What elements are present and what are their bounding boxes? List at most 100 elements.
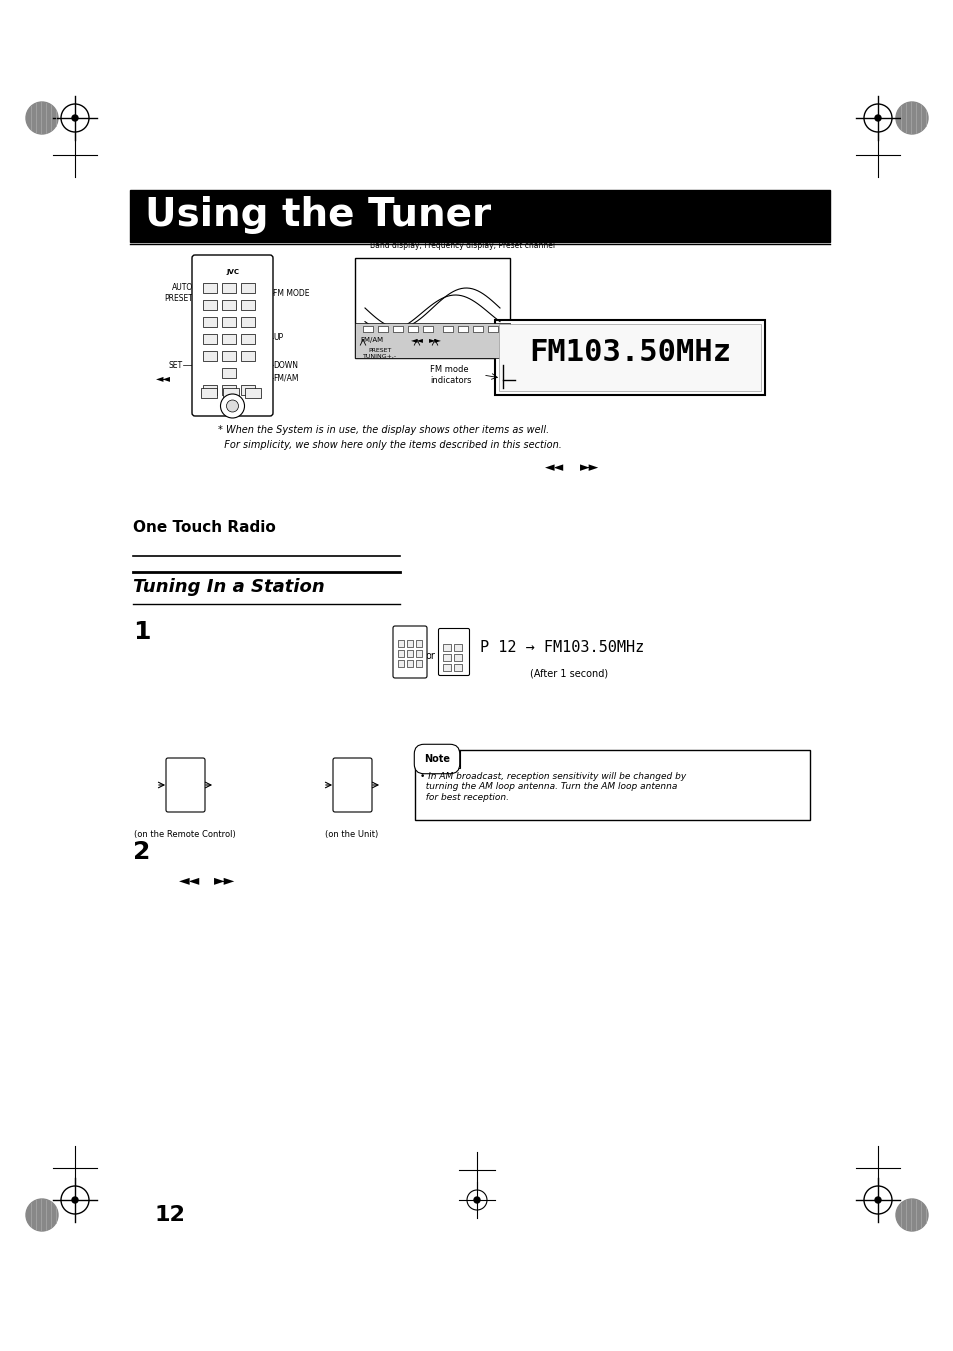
Bar xyxy=(407,650,413,657)
Text: JVC: JVC xyxy=(226,269,239,276)
Bar xyxy=(454,644,461,651)
Text: ►►: ►► xyxy=(428,335,441,345)
Bar xyxy=(416,650,421,657)
Bar xyxy=(355,258,510,358)
Text: AUTO
PRESET: AUTO PRESET xyxy=(164,284,193,303)
Text: One Touch Radio: One Touch Radio xyxy=(132,520,275,535)
Text: ◄◄: ◄◄ xyxy=(155,373,171,382)
Bar xyxy=(454,654,461,661)
Bar xyxy=(415,750,459,767)
Bar xyxy=(442,644,451,651)
Bar xyxy=(241,351,254,361)
Text: SET: SET xyxy=(169,361,183,370)
Bar xyxy=(407,640,413,647)
Bar xyxy=(222,367,235,378)
Bar xyxy=(222,334,235,345)
FancyBboxPatch shape xyxy=(333,758,372,812)
FancyBboxPatch shape xyxy=(393,626,427,678)
FancyBboxPatch shape xyxy=(192,255,273,416)
Bar xyxy=(245,388,261,399)
Text: ►►: ►► xyxy=(579,462,599,474)
Circle shape xyxy=(874,115,880,122)
Text: or: or xyxy=(425,651,435,661)
Bar xyxy=(397,650,403,657)
Text: * When the System is in use, the display shows other items as well.: * When the System is in use, the display… xyxy=(218,426,549,435)
Bar xyxy=(130,190,829,242)
Bar xyxy=(222,317,235,327)
Bar xyxy=(241,282,254,293)
FancyBboxPatch shape xyxy=(438,628,469,676)
Text: Using the Tuner: Using the Tuner xyxy=(145,196,491,234)
Text: FM/AM: FM/AM xyxy=(273,373,298,382)
Bar xyxy=(473,326,482,332)
Bar xyxy=(203,385,216,394)
Bar xyxy=(222,282,235,293)
Bar xyxy=(222,300,235,309)
Bar xyxy=(397,640,403,647)
Text: Tuning In a Station: Tuning In a Station xyxy=(132,578,324,596)
Bar xyxy=(201,388,216,399)
Bar xyxy=(241,334,254,345)
Bar xyxy=(454,663,461,671)
Text: (on the Remote Control): (on the Remote Control) xyxy=(134,830,235,839)
Text: • In AM broadcast, reception sensitivity will be changed by
  turning the AM loo: • In AM broadcast, reception sensitivity… xyxy=(419,771,685,801)
Text: FM mode
indicators: FM mode indicators xyxy=(430,365,471,385)
Bar xyxy=(222,385,235,394)
Circle shape xyxy=(863,104,891,132)
Circle shape xyxy=(226,400,238,412)
Circle shape xyxy=(863,1186,891,1215)
Bar xyxy=(442,663,451,671)
Text: (on the Unit): (on the Unit) xyxy=(325,830,378,839)
Bar xyxy=(416,640,421,647)
Bar xyxy=(203,317,216,327)
Circle shape xyxy=(71,1197,78,1202)
Circle shape xyxy=(874,1197,880,1202)
Text: P 12 → FM103.50MHz: P 12 → FM103.50MHz xyxy=(479,640,643,655)
Bar xyxy=(442,654,451,661)
Bar xyxy=(393,326,402,332)
Bar xyxy=(498,324,760,390)
Circle shape xyxy=(467,1190,486,1210)
Text: 12: 12 xyxy=(154,1205,186,1225)
Text: PRESET
TUNING+,-: PRESET TUNING+,- xyxy=(362,349,396,359)
Text: ◄◄: ◄◄ xyxy=(545,462,564,474)
Bar xyxy=(457,326,468,332)
Bar xyxy=(377,326,388,332)
Bar xyxy=(203,282,216,293)
Circle shape xyxy=(220,394,244,417)
Bar xyxy=(422,326,433,332)
Bar xyxy=(397,661,403,667)
Bar xyxy=(415,750,809,820)
Text: (After 1 second): (After 1 second) xyxy=(530,667,607,678)
Circle shape xyxy=(71,115,78,122)
Text: Note: Note xyxy=(423,754,450,765)
Text: 2: 2 xyxy=(132,840,151,865)
Text: ►►: ►► xyxy=(214,873,235,888)
Circle shape xyxy=(61,104,89,132)
Bar xyxy=(355,323,510,358)
Text: FM MODE: FM MODE xyxy=(273,289,309,297)
Bar xyxy=(442,326,453,332)
Circle shape xyxy=(61,1186,89,1215)
Circle shape xyxy=(895,1198,927,1231)
Bar xyxy=(416,661,421,667)
Bar xyxy=(203,351,216,361)
Bar xyxy=(241,317,254,327)
Circle shape xyxy=(474,1197,479,1202)
Bar xyxy=(408,326,417,332)
Text: For simplicity, we show here only the items described in this section.: For simplicity, we show here only the it… xyxy=(218,440,561,450)
Bar xyxy=(363,326,373,332)
Bar xyxy=(203,300,216,309)
Text: FM/AM: FM/AM xyxy=(359,336,383,343)
Bar xyxy=(222,351,235,361)
Text: Band display, Frequency display, Preset channel: Band display, Frequency display, Preset … xyxy=(370,240,555,250)
Text: UP: UP xyxy=(273,334,283,343)
Text: DOWN: DOWN xyxy=(273,361,297,370)
Text: ◄◄: ◄◄ xyxy=(179,873,200,888)
Bar xyxy=(223,388,239,399)
Text: ◄◄: ◄◄ xyxy=(410,335,423,345)
Text: FM103.50MHz: FM103.50MHz xyxy=(528,338,730,367)
Bar xyxy=(495,320,764,394)
Circle shape xyxy=(26,1198,58,1231)
FancyBboxPatch shape xyxy=(166,758,205,812)
